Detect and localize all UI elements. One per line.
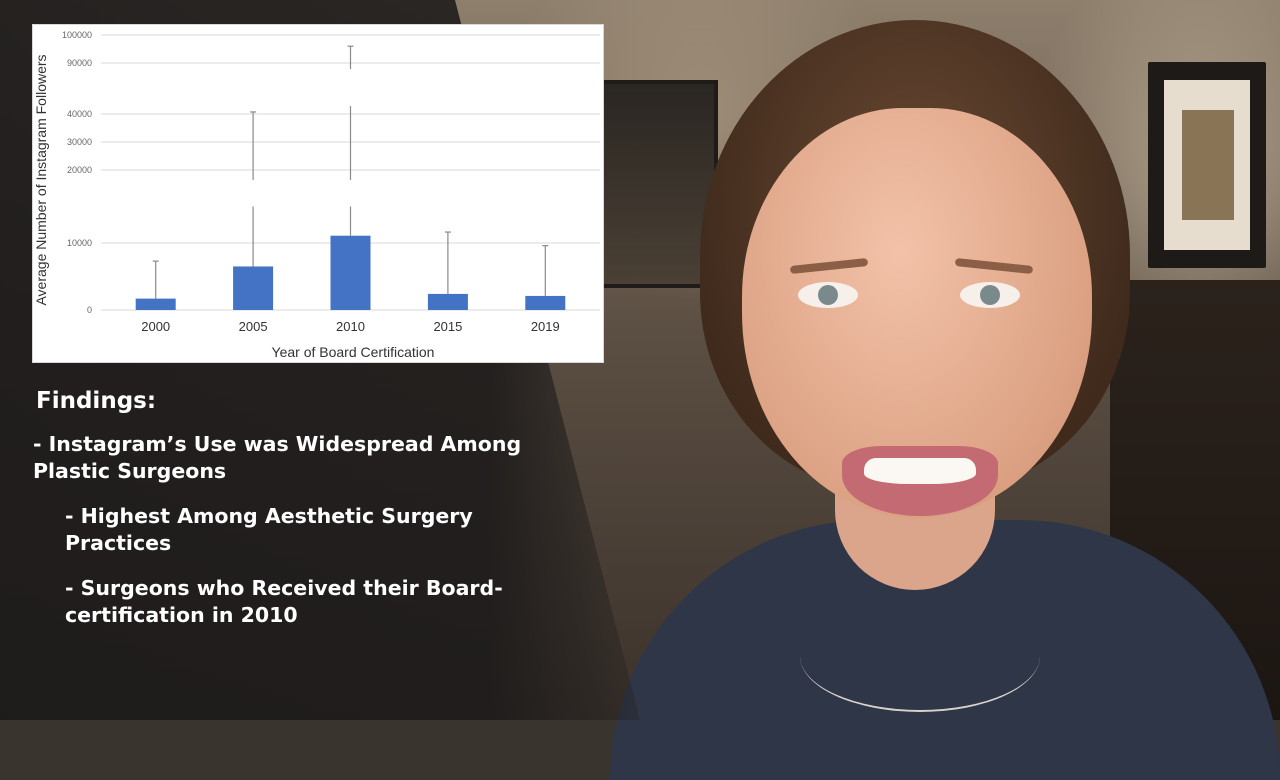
x-category-label: 2010 — [336, 319, 365, 334]
presenter-necklace — [800, 600, 1040, 712]
bar — [330, 235, 371, 310]
error-bar-layer — [152, 45, 549, 299]
background-window — [600, 80, 718, 288]
finding-item: - Surgeons who Received their Board-cert… — [65, 576, 503, 627]
presenter-eye-right — [960, 282, 1020, 308]
y-tick-label: 30000 — [67, 137, 92, 147]
y-tick-label: 90000 — [67, 58, 92, 68]
framed-artwork — [1148, 62, 1266, 268]
findings-title: Findings: — [36, 388, 157, 414]
findings-section: Findings: - Instagram’s Use was Widespre… — [33, 388, 573, 629]
chart-card: 0 10000 20000 30000 40000 90000 100000 2000 200… — [32, 24, 604, 363]
bar — [233, 266, 274, 310]
x-axis-title: Year of Board Certification — [272, 344, 435, 360]
finding-item: - Instagram’s Use was Widespread Among P… — [33, 432, 522, 483]
presenter-eye-left — [798, 282, 858, 308]
finding-item: - Highest Among Aesthetic Surgery Practi… — [65, 504, 473, 555]
presenter-mouth — [842, 446, 998, 516]
x-category-label: 2015 — [433, 319, 462, 334]
y-tick-label: 100000 — [62, 30, 92, 40]
y-tick-label: 10000 — [67, 238, 92, 248]
y-axis-title: Average Number of Instagram Followers — [33, 54, 49, 305]
y-tick-label: 20000 — [67, 165, 92, 175]
y-tick-label: 40000 — [67, 109, 92, 119]
x-category-label: 2000 — [141, 319, 170, 334]
bar — [427, 293, 468, 310]
x-category-labels: 2000 2005 2010 2015 2019 — [141, 319, 560, 334]
bar-layer — [135, 235, 566, 310]
x-category-label: 2019 — [531, 319, 560, 334]
bar — [525, 295, 566, 310]
y-tick-label: 0 — [87, 305, 92, 315]
x-category-label: 2005 — [239, 319, 268, 334]
bar — [135, 298, 176, 310]
y-tick-labels: 0 10000 20000 30000 40000 90000 100000 — [62, 30, 92, 315]
